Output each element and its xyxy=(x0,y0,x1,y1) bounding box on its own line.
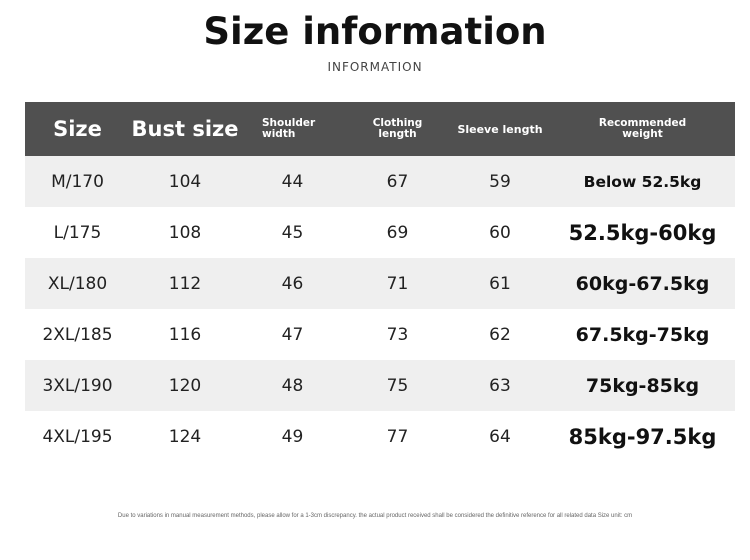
table-cell: 48 xyxy=(281,375,304,396)
table-cell: M/170 xyxy=(51,171,104,192)
table-cell: 71 xyxy=(386,273,409,294)
header-shoulder: Shoulder width xyxy=(262,117,316,140)
header-weight: Recommended weight xyxy=(598,117,687,140)
table-cell: 69 xyxy=(386,222,409,243)
header-clothing: Clothing length xyxy=(372,117,423,140)
table-cell: Below 52.5kg xyxy=(583,172,702,191)
table-cell: 124 xyxy=(168,426,202,447)
table-cell: 63 xyxy=(489,375,511,396)
header-size: Size xyxy=(53,117,102,141)
table-row: 3XL/190 120 48 75 63 75kg-85kg xyxy=(25,360,735,411)
table-cell: 59 xyxy=(489,171,511,192)
table-cell: XL/180 xyxy=(47,273,108,294)
table-cell: 52.5kg-60kg xyxy=(568,220,717,245)
table-row: 4XL/195 124 49 77 64 85kg-97.5kg xyxy=(25,411,735,462)
table-cell: 47 xyxy=(281,324,304,345)
table-body: M/170 104 44 67 59 Below 52.5kg L/175 108 45 69 60… xyxy=(25,156,735,462)
table-cell: 108 xyxy=(168,222,202,243)
table-cell: 64 xyxy=(489,426,511,447)
table-cell: 45 xyxy=(281,222,304,243)
header-bust: Bust size xyxy=(131,117,239,141)
size-table: Size Bust size Shoulder width Clothing len… xyxy=(25,102,735,462)
table-cell: 77 xyxy=(386,426,409,447)
table-cell: 112 xyxy=(168,273,202,294)
table-cell: 60 xyxy=(489,222,511,243)
table-cell: 60kg-67.5kg xyxy=(575,272,710,295)
table-row: L/175 108 45 69 60 52.5kg-60kg xyxy=(25,207,735,258)
table-cell: 116 xyxy=(168,324,202,345)
table-cell: 120 xyxy=(168,375,202,396)
table-cell: 85kg-97.5kg xyxy=(568,424,717,449)
table-cell: 104 xyxy=(168,171,202,192)
table-cell: 44 xyxy=(281,171,304,192)
table-row: XL/180 112 46 71 61 60kg-67.5kg xyxy=(25,258,735,309)
page-subtitle: INFORMATION xyxy=(327,60,423,74)
header-sleeve: Sleeve length xyxy=(457,122,543,136)
table-cell: 62 xyxy=(489,324,511,345)
table-cell: 67 xyxy=(386,171,409,192)
table-cell: 3XL/190 xyxy=(42,375,113,396)
table-cell: L/175 xyxy=(53,222,102,243)
table-cell: 61 xyxy=(489,273,511,294)
table-cell: 46 xyxy=(281,273,304,294)
table-row: M/170 104 44 67 59 Below 52.5kg xyxy=(25,156,735,207)
table-cell: 73 xyxy=(386,324,409,345)
table-cell: 75 xyxy=(386,375,409,396)
table-row: 2XL/185 116 47 73 62 67.5kg-75kg xyxy=(25,309,735,360)
table-cell: 4XL/195 xyxy=(42,426,113,447)
table-cell: 2XL/185 xyxy=(42,324,113,345)
footnote: Due to variations in manual measurement … xyxy=(117,513,633,519)
table-cell: 67.5kg-75kg xyxy=(575,323,710,346)
table-cell: 75kg-85kg xyxy=(585,374,700,397)
table-header: Size Bust size Shoulder width Clothing len… xyxy=(25,102,735,156)
page-title: Size information xyxy=(203,10,547,53)
table-cell: 49 xyxy=(281,426,304,447)
